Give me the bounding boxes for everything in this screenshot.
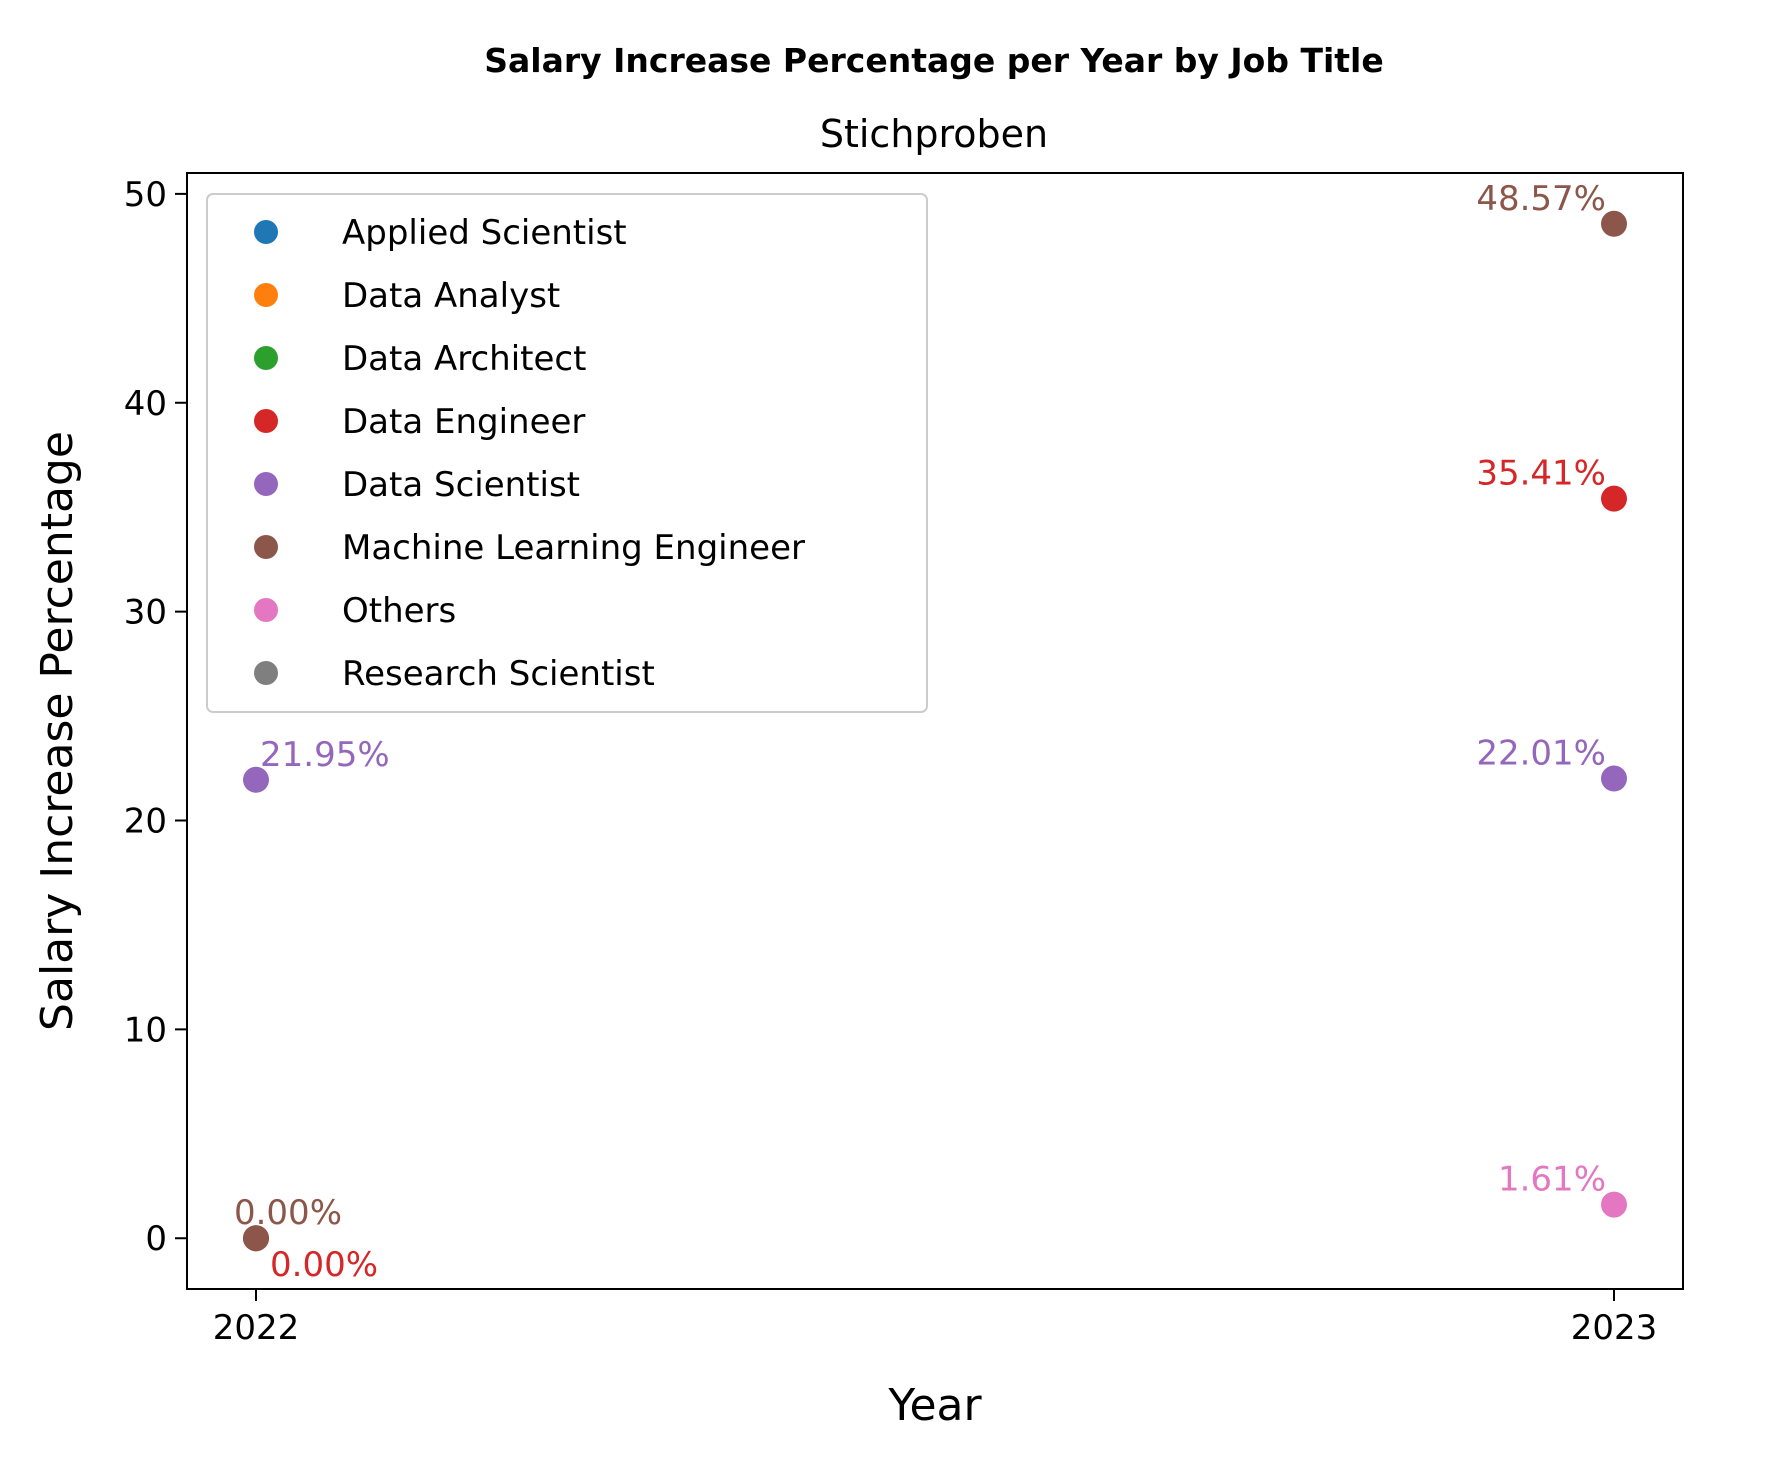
legend-marker (254, 535, 278, 559)
x-axis-label: Year (887, 1380, 982, 1431)
data-label: 48.57% (1476, 179, 1606, 219)
data-label: 0.00% (234, 1193, 342, 1233)
legend-marker (254, 220, 278, 244)
legend: Applied Scientist Data Analyst Data Archit… (206, 193, 928, 713)
legend-label: Data Engineer (342, 402, 585, 442)
legend-marker (254, 472, 278, 496)
scatter-point (1601, 210, 1627, 237)
chart-subtitle: Stichproben (820, 112, 1048, 156)
data-label: 22.01% (1476, 734, 1606, 774)
data-label: 1.61% (1498, 1160, 1606, 1200)
y-tick-label: 40 (124, 384, 167, 424)
legend-label: Data Analyst (342, 276, 560, 316)
y-tick-label: 30 (124, 593, 167, 633)
scatter-point (1601, 1191, 1627, 1218)
y-tick-label: 10 (124, 1010, 167, 1050)
legend-label: Machine Learning Engineer (342, 528, 805, 568)
legend-label: Data Architect (342, 339, 586, 379)
legend-marker (254, 661, 278, 685)
data-label: 21.95% (260, 735, 390, 775)
x-tick-label: 2022 (213, 1308, 300, 1348)
legend-box (206, 193, 928, 713)
data-label: 35.41% (1476, 454, 1606, 494)
y-tick-label: 0 (145, 1219, 167, 1259)
legend-label: Data Scientist (342, 465, 580, 505)
scatter-point (243, 1225, 269, 1252)
legend-marker (254, 598, 278, 622)
y-axis-label: Salary Increase Percentage (32, 431, 83, 1031)
y-tick-label: 50 (124, 175, 167, 215)
plot-frame (186, 172, 1684, 1290)
scatter-point (1601, 485, 1627, 512)
legend-marker (254, 409, 278, 433)
legend-marker (254, 283, 278, 307)
x-axis-ticks: 2022 2023 (213, 1289, 1658, 1348)
plot-marks: 0.00% 35.41% 21.95% 22.01% 1.61% 0.00% 48.57% (234, 179, 1627, 1285)
legend-label: Research Scientist (342, 654, 655, 694)
y-tick-label: 20 (124, 802, 167, 842)
y-axis-ticks: 0 10 20 30 40 50 (124, 175, 187, 1259)
legend-label: Applied Scientist (342, 213, 627, 253)
scatter-point (1601, 765, 1627, 792)
legend-marker (254, 346, 278, 370)
data-label: 0.00% (270, 1245, 378, 1285)
legend-label: Others (342, 591, 456, 631)
chart-title: Salary Increase Percentage per Year by J… (484, 41, 1384, 80)
scatter-point (243, 766, 269, 793)
x-tick-label: 2023 (1571, 1308, 1658, 1348)
